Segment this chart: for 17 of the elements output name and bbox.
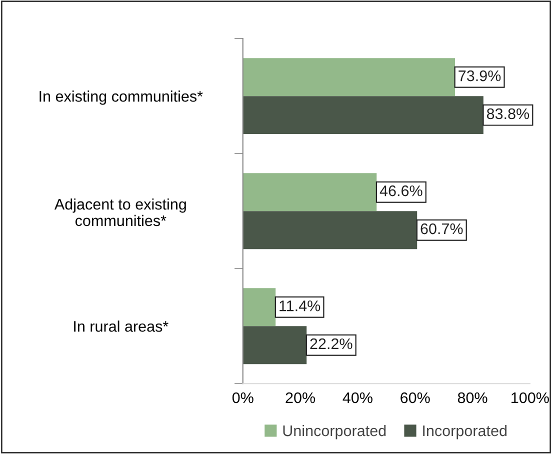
- legend-label: Incorporated: [423, 424, 507, 440]
- data-label: 11.4%: [280, 300, 320, 312]
- x-tick-label: 60%: [400, 392, 430, 404]
- data-label: 73.9%: [458, 70, 501, 82]
- x-tick-label: 100%: [512, 392, 549, 404]
- data-label: 46.6%: [380, 185, 422, 196]
- data-label: 60.7%: [420, 223, 463, 234]
- x-tick-label: 40%: [342, 392, 372, 404]
- legend-label: Unincorporated: [283, 424, 386, 440]
- data-label: 22.2%: [310, 338, 352, 350]
- y-tick-label: In rural areas*: [74, 320, 168, 332]
- x-tick-label: 20%: [286, 392, 316, 404]
- y-tick-label: In existing communities*: [40, 90, 203, 105]
- y-tick-label: Adjacent to existing communities*: [54, 198, 186, 226]
- data-label: 83.8%: [486, 108, 530, 120]
- x-tick-label: 0%: [232, 392, 254, 404]
- x-tick-label: 80%: [458, 392, 488, 404]
